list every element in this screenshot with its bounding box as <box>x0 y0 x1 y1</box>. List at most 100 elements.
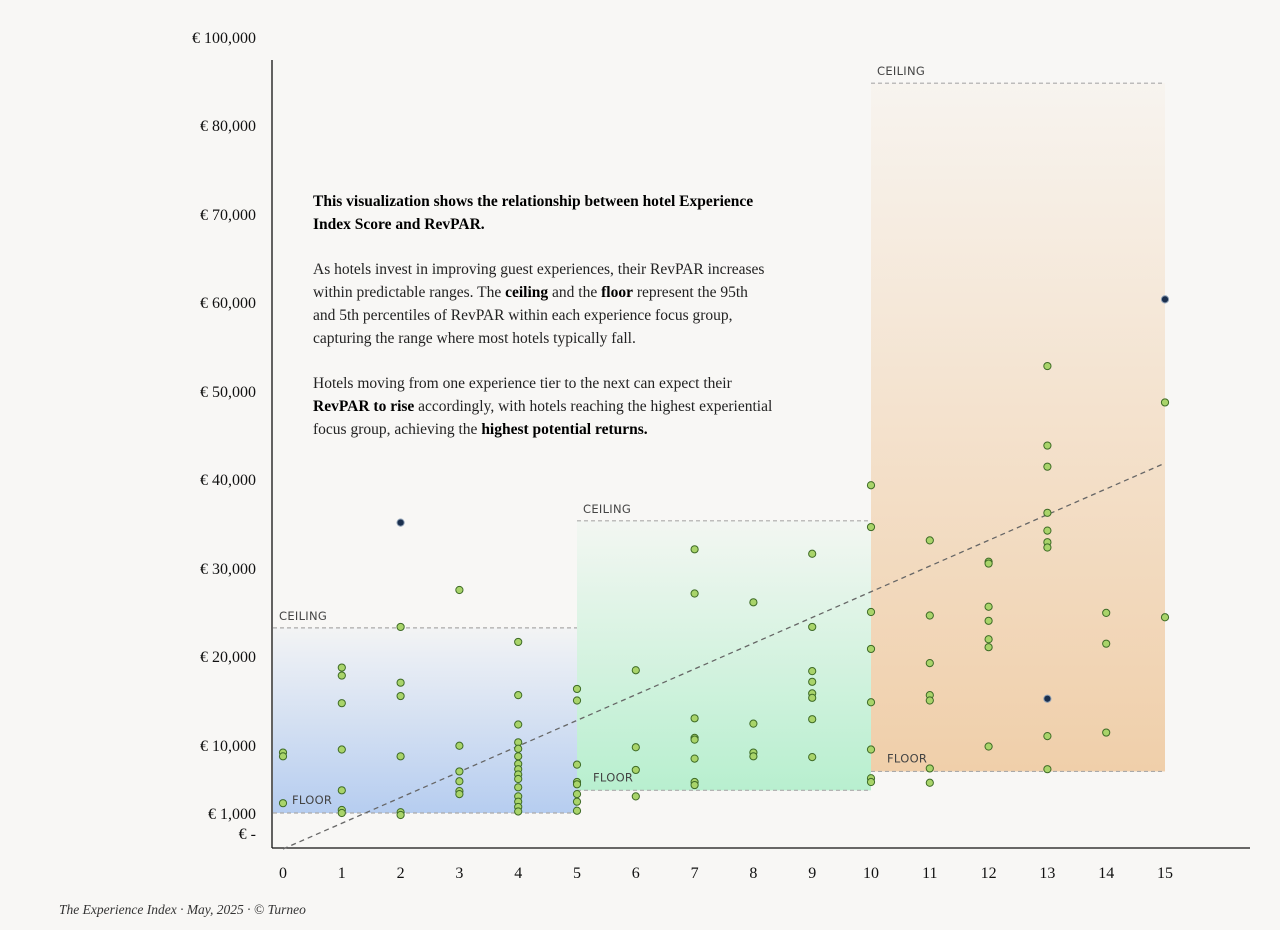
data-point <box>455 767 464 776</box>
data-point <box>396 518 405 527</box>
y-tick-label: € 50,000 <box>200 384 256 401</box>
data-point <box>749 719 758 728</box>
data-point <box>337 699 346 708</box>
data-point <box>278 752 288 761</box>
data-point <box>572 806 582 815</box>
data-point <box>808 677 817 686</box>
data-point <box>984 602 993 611</box>
data-point <box>514 774 523 784</box>
y-tick-label: € 40,000 <box>200 472 256 489</box>
x-tick-label: 2 <box>397 865 405 882</box>
data-point <box>1102 728 1111 737</box>
axes-layer: € - € 1,000 € 10,000 € 20,000 € 30,000 € 40,0… <box>192 30 1250 882</box>
y-tick-label: € 80,000 <box>200 118 256 135</box>
band-area-1 <box>273 627 577 813</box>
data-point <box>1043 543 1052 552</box>
data-point <box>396 810 405 820</box>
floor-label-1: FLOOR <box>292 793 332 807</box>
data-point <box>690 589 699 598</box>
description-text: As hotels invest in improving guest expe… <box>313 261 765 301</box>
description-paragraph-1: This visualization shows the relationshi… <box>313 190 773 236</box>
bands-layer <box>273 82 1165 814</box>
data-point <box>337 663 346 672</box>
x-tick-label: 0 <box>279 865 287 882</box>
data-point <box>690 780 699 790</box>
data-point <box>278 799 288 808</box>
x-tick-label: 15 <box>1157 865 1173 882</box>
data-point <box>455 790 464 799</box>
data-point <box>690 545 699 554</box>
data-point <box>631 743 640 752</box>
data-point <box>455 777 464 786</box>
x-tick-label: 6 <box>632 865 640 882</box>
data-point <box>514 744 523 753</box>
data-point <box>514 807 523 816</box>
x-tick-label: 10 <box>863 865 879 882</box>
data-point <box>984 635 993 644</box>
data-point <box>808 667 817 676</box>
y-tick-label: € 10,000 <box>200 738 256 755</box>
data-point <box>631 792 640 801</box>
data-point <box>925 778 934 787</box>
data-point <box>572 780 582 789</box>
footer-credit: The Experience Index · May, 2025 · © Tur… <box>59 902 306 917</box>
data-point <box>1043 694 1052 703</box>
band-area-3 <box>871 83 1165 772</box>
trend-layer <box>282 462 1166 850</box>
data-point <box>866 698 876 707</box>
data-point <box>631 666 640 675</box>
data-point <box>572 760 582 769</box>
data-point <box>1043 526 1052 535</box>
ceiling-label-2: CEILING <box>583 502 631 516</box>
data-point <box>984 616 993 625</box>
data-point <box>396 691 405 701</box>
data-point <box>396 622 405 632</box>
y-tick-label: € 100,000 <box>192 30 256 47</box>
data-point <box>514 637 523 647</box>
x-tick-label: 12 <box>981 865 997 882</box>
data-point <box>572 684 582 694</box>
data-point <box>514 752 523 761</box>
x-tick-label: 3 <box>455 865 463 882</box>
data-point <box>1043 732 1052 741</box>
data-point <box>337 745 346 754</box>
data-point <box>1102 608 1111 617</box>
y-tick-label: € 60,000 <box>200 295 256 312</box>
ceiling-label-1: CEILING <box>279 609 327 623</box>
y-tick-label: € 20,000 <box>200 649 256 666</box>
floor-label-2: FLOOR <box>593 770 633 784</box>
y-tick-label: € 1,000 <box>208 806 256 823</box>
x-tick-label: 11 <box>922 865 937 882</box>
data-point <box>1043 508 1052 517</box>
description-floor-term: floor <box>601 284 633 301</box>
data-point <box>749 598 758 607</box>
x-tick-label: 1 <box>338 865 346 882</box>
data-point <box>925 611 934 620</box>
data-point <box>337 808 346 818</box>
data-point <box>808 549 817 558</box>
chart-description: This visualization shows the relationshi… <box>313 190 773 463</box>
y-tick-label: € 30,000 <box>200 561 256 578</box>
data-point <box>984 742 993 751</box>
y-tick-label: € - <box>239 826 256 843</box>
description-text: Hotels moving from one experience tier t… <box>313 375 732 392</box>
description-paragraph-2: As hotels invest in improving guest expe… <box>313 258 773 350</box>
description-text: represent the 95th and 5th percentiles o… <box>313 284 748 347</box>
data-point <box>1043 361 1052 371</box>
trend-line <box>282 462 1166 850</box>
description-paragraph-3: Hotels moving from one experience tier t… <box>313 372 773 441</box>
data-point <box>925 536 934 545</box>
data-point <box>690 735 699 744</box>
data-point <box>1102 639 1111 648</box>
data-point <box>925 764 934 773</box>
ceiling-label-3: CEILING <box>877 64 925 78</box>
data-point <box>1160 295 1170 304</box>
data-point <box>690 714 699 723</box>
labels-layer: CEILING FLOOR CEILING FLOOR CEILING FLOOR <box>279 64 927 807</box>
data-point <box>514 783 523 792</box>
data-point <box>866 777 876 787</box>
description-text: accordingly, with hotels reaching the hi… <box>313 398 773 438</box>
x-tick-label: 5 <box>573 865 581 882</box>
data-point <box>572 696 582 705</box>
